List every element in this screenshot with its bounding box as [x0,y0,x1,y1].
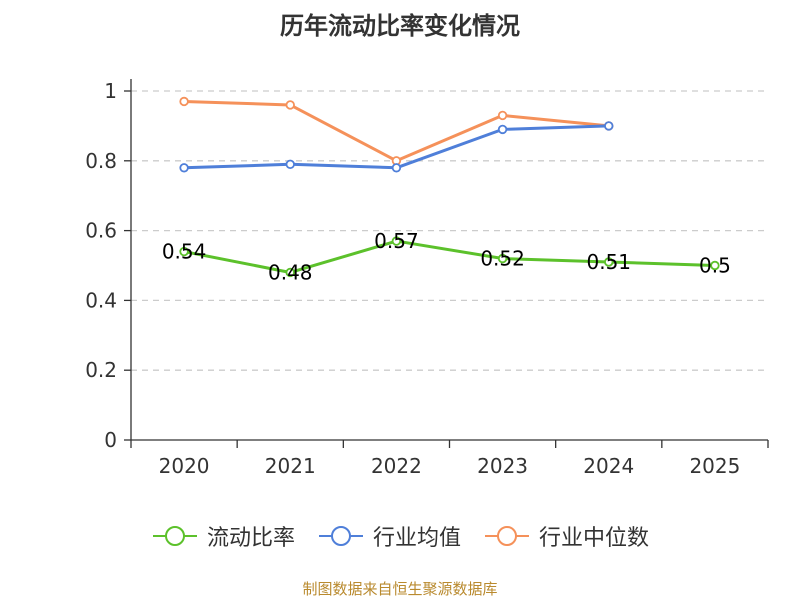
series-line [184,99,609,163]
data-point [497,253,508,264]
x-tick-label: 2024 [583,454,634,478]
data-label: 0.48 [268,260,313,284]
legend-label: 行业均值 [372,526,461,551]
y-tick-label: 0 [104,428,117,452]
source-note: 制图数据来自恒生聚源数据库 [302,580,498,598]
data-point [604,257,614,267]
y-tick-label: 0.2 [85,358,117,382]
series-line [183,239,715,274]
legend-line-marker-icon [318,526,363,546]
data-label: 0.57 [374,229,419,253]
y-tick-label: 0.8 [85,149,117,173]
data-point [710,260,720,271]
data-point [285,100,295,110]
legend-line-marker-icon [152,526,197,546]
data-label: 0.51 [586,250,631,274]
x-tick-label: 2025 [689,454,740,478]
data-point [285,267,295,278]
y-tick-label: 0.4 [85,288,117,312]
data-point [604,121,614,131]
data-point [179,96,189,107]
data-point [497,110,508,121]
x-tick-label: 2022 [371,454,422,478]
data-label: 0.52 [480,247,525,271]
y-tick-label: 1 [104,79,117,103]
x-tick-label: 2021 [265,454,316,478]
legend-item-industry-mean[interactable]: 行业均值 [317,520,461,552]
data-point [497,124,508,135]
data-point [391,236,402,246]
y-tick-label: 0.6 [85,219,117,243]
legend-line-marker-icon [485,526,529,546]
legend-label: 行业中位数 [539,526,650,551]
data-point [285,159,295,169]
data-point [391,163,402,173]
legend-label: 流动比率 [206,526,295,551]
data-label: 0.54 [162,240,207,264]
chart-title: 历年流动比率变化情况 [280,12,520,40]
legend-item-industry-median[interactable]: 行业中位数 [483,520,649,552]
legend-item-current-ratio[interactable]: 流动比率 [151,520,295,552]
data-point [179,163,189,173]
x-tick-label: 2020 [159,454,210,478]
data-label: 0.5 [699,254,731,278]
data-point [179,246,189,257]
x-tick-label: 2023 [477,454,528,478]
legend: 流动比率 行业均值 行业中位数 [0,519,800,553]
